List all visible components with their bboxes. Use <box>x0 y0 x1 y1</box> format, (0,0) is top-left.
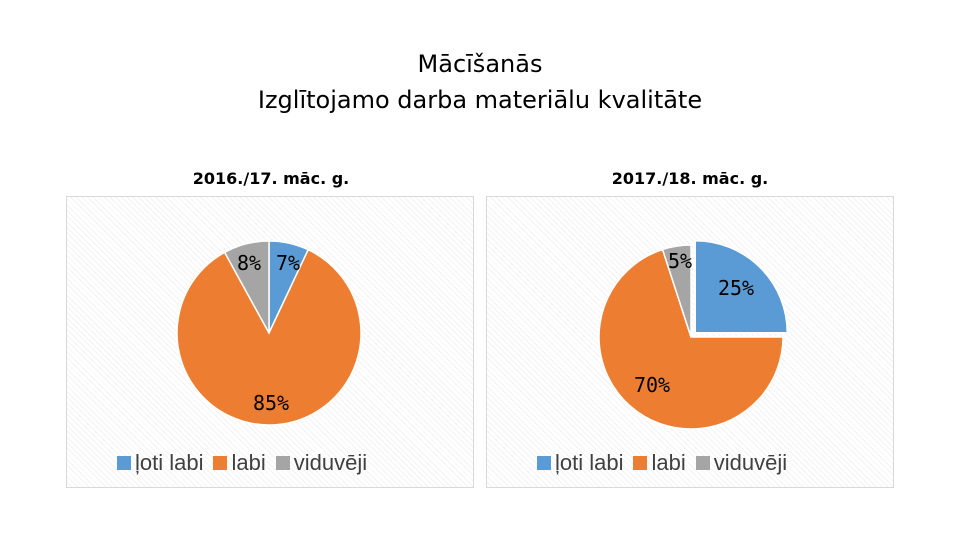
pie-slice-viduveji <box>223 240 270 334</box>
data-label-labi: 70% <box>634 373 670 397</box>
legend-label: ļoti labi <box>135 450 204 475</box>
data-label-loti-labi: 7% <box>276 251 300 275</box>
legend-label: ļoti labi <box>555 450 624 475</box>
legend-swatch <box>633 456 648 470</box>
slide-title-line-1: Mācīšanās <box>417 50 543 78</box>
slide-title-line-2: Izglītojamo darba materiālu kvalitāte <box>257 86 703 114</box>
pie-slice-viduveji <box>661 244 692 338</box>
legend-label: viduvēji <box>713 450 788 475</box>
legend-item-viduveji: viduvēji <box>275 450 368 476</box>
data-label-viduveji: 8% <box>237 251 261 275</box>
legend-item-labi: labi <box>633 450 686 476</box>
legend-label: viduvēji <box>293 450 368 475</box>
legend-item-viduveji: viduvēji <box>695 450 788 476</box>
pie-slice-labi <box>176 248 362 426</box>
data-label-labi: 85% <box>253 391 289 415</box>
legend-swatch <box>213 456 228 470</box>
legend-swatch <box>537 456 551 470</box>
chart-2-title: 2017./18. māc. g. <box>611 169 769 188</box>
chart-1-legend: ļoti labi labi viduvēji <box>117 446 377 480</box>
pie-slice-labi <box>598 248 784 430</box>
legend-label: labi <box>651 450 686 475</box>
data-label-loti-labi: 25% <box>718 276 754 300</box>
data-label-viduveji: 5% <box>668 249 692 273</box>
legend-item-labi: labi <box>213 450 266 476</box>
legend-item-loti-labi: ļoti labi <box>537 450 623 476</box>
pie-chart-2: 25% 70% 5% <box>598 240 788 430</box>
chart-1-title: 2016./17. māc. g. <box>192 169 350 188</box>
chart-2-legend: ļoti labi labi viduvēji <box>537 446 797 480</box>
legend-swatch <box>275 456 290 470</box>
pie-chart-1: 7% 85% 8% <box>176 240 362 426</box>
pie-slice-loti-labi <box>694 240 788 334</box>
legend-swatch <box>695 456 710 470</box>
legend-swatch <box>117 456 131 470</box>
legend-label: labi <box>231 450 266 475</box>
legend-item-loti-labi: ļoti labi <box>117 450 203 476</box>
